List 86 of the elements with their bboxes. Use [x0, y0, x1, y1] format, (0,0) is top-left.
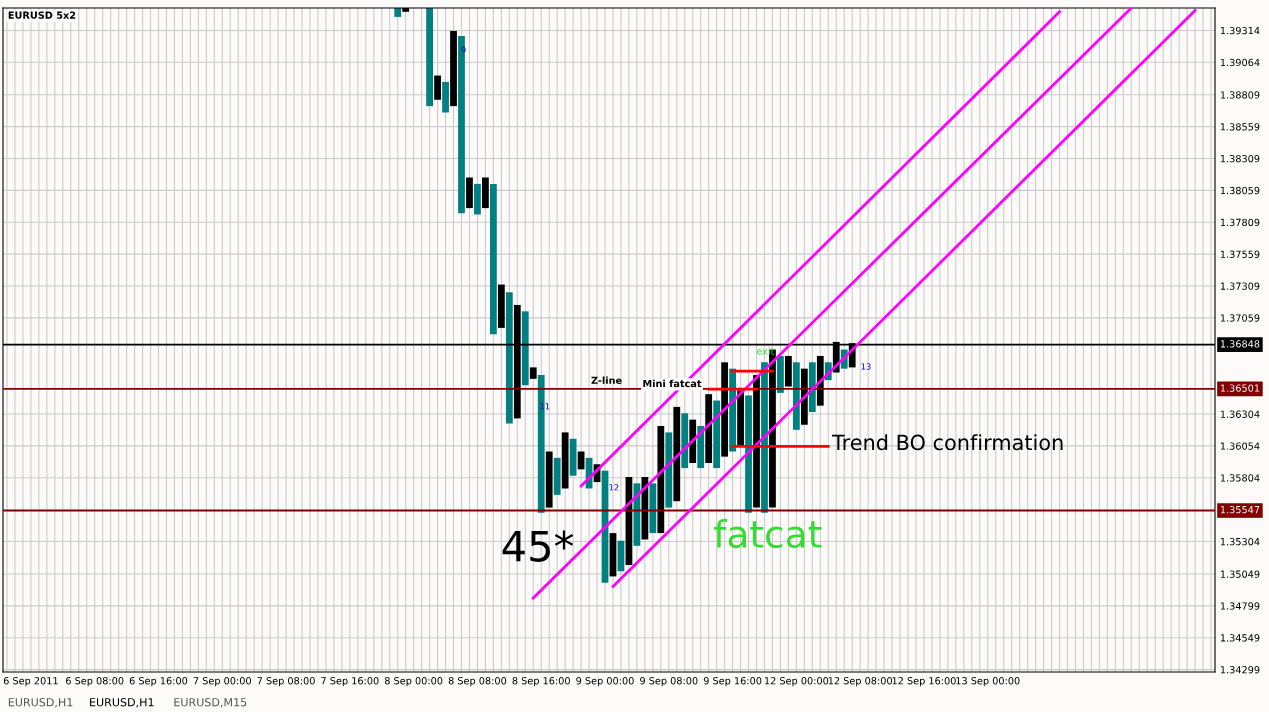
y-tick-label: 1.35049: [1220, 570, 1260, 578]
annotation: Mini fatcat: [643, 379, 702, 388]
x-tick-label: 6 Sep 16:00: [129, 677, 188, 687]
chart-title: EURUSD 5x2: [8, 11, 76, 19]
bar: [792, 362, 800, 430]
bar: [737, 390, 744, 446]
bar: [450, 30, 457, 107]
bar: [545, 451, 553, 508]
annotation: 12: [609, 484, 619, 491]
bar: [521, 311, 529, 386]
x-tick-label: 7 Sep 16:00: [321, 677, 379, 687]
bar: [442, 81, 449, 113]
x-tick-label: 12 Sep 16:00: [892, 677, 956, 687]
y-tick-label: 1.34799: [1220, 602, 1260, 610]
y-tick-label: 1.35304: [1220, 537, 1260, 546]
bar: [641, 477, 649, 540]
bar: [474, 183, 481, 215]
x-tick-label: 6 Sep 2011: [3, 677, 58, 687]
bar: [482, 177, 489, 209]
x-tick-label: 6 Sep 08:00: [66, 677, 124, 687]
y-tick-label: 1.39314: [1220, 26, 1260, 35]
bar: [705, 394, 713, 463]
ref-line-label: 1.35547: [1220, 505, 1260, 514]
x-tick-label: 7 Sep 08:00: [257, 677, 315, 687]
x-tick-label: 13 Sep 00:00: [956, 677, 1020, 687]
x-tick-label: 8 Sep 08:00: [448, 677, 507, 687]
y-tick-label: 1.37309: [1220, 282, 1260, 290]
bar: [745, 395, 752, 513]
text: EURUSD,H1: [90, 698, 154, 708]
ref-line-label: 1.36501: [1220, 384, 1260, 392]
bar: [673, 406, 681, 502]
x-tick-label: 8 Sep 00:00: [384, 677, 443, 687]
bar: [657, 426, 665, 534]
bar: [785, 355, 792, 387]
y-tick-label: 1.38309: [1220, 154, 1260, 163]
x-tick-label: 9 Sep 16:00: [703, 677, 762, 687]
bar: [426, 8, 433, 107]
x-tick-label: 12 Sep 08:00: [828, 677, 892, 687]
y-tick-label: 1.37809: [1220, 218, 1260, 227]
bar: [753, 375, 760, 508]
bar: [665, 432, 673, 508]
x-tick-label: 7 Sep 00:00: [193, 677, 251, 687]
annotation: 45*: [502, 530, 574, 562]
y-tick-label: 1.38809: [1220, 91, 1260, 99]
annotation: 9: [461, 46, 466, 53]
bar: [529, 367, 537, 379]
bar: [505, 292, 513, 424]
y-tick-label: 1.38059: [1220, 186, 1260, 195]
x-tick-label: 8 Sep 16:00: [512, 677, 570, 687]
bar: [697, 426, 705, 469]
annotation: 11: [540, 403, 550, 410]
bar: [681, 413, 689, 469]
bar: [458, 36, 465, 214]
text: EURUSD,M15: [174, 698, 247, 708]
bar: [713, 400, 721, 469]
y-tick-label: 1.35804: [1220, 474, 1260, 482]
y-tick-label: 1.39064: [1220, 58, 1260, 67]
y-tick-label: 1.36054: [1220, 442, 1260, 450]
bar: [721, 362, 729, 457]
y-tick-label: 1.34549: [1220, 634, 1260, 642]
bar: [466, 177, 473, 209]
bar: [649, 483, 657, 534]
bar: [777, 355, 784, 393]
x-tick-label: 9 Sep 00:00: [576, 677, 634, 687]
bar: [434, 75, 441, 100]
annotation: Z-line: [591, 376, 622, 384]
bar: [489, 183, 497, 335]
x-tick-label: 9 Sep 08:00: [640, 677, 698, 687]
y-tick-label: 1.38559: [1220, 123, 1260, 131]
annotation: 13: [861, 363, 871, 370]
ref-line-label: 1.36848: [1220, 340, 1260, 348]
bar: [689, 419, 697, 463]
x-tick-label: 12 Sep 00:00: [765, 677, 829, 687]
bar: [497, 284, 505, 328]
text: EURUSD,H1: [8, 698, 73, 708]
bar: [561, 432, 569, 489]
y-tick-label: 1.37559: [1220, 250, 1260, 258]
bar: [800, 368, 808, 425]
y-tick-label: 1.36304: [1220, 410, 1260, 418]
y-tick-label: 1.37059: [1220, 314, 1260, 322]
bar: [553, 457, 561, 495]
annotation: fatcat: [714, 519, 822, 549]
bar: [569, 438, 577, 476]
bar: [808, 362, 816, 413]
annotation: Trend BO confirmation: [831, 434, 1063, 451]
y-tick-label: 1.34299: [1220, 666, 1260, 674]
